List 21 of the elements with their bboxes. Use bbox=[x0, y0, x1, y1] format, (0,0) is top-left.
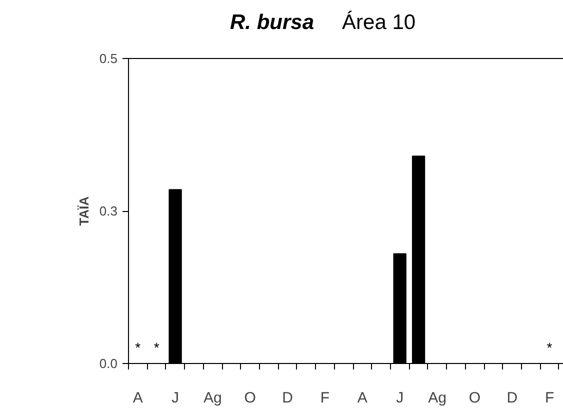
y-tick-label: 0.3 bbox=[99, 204, 118, 218]
x-tick-label: J bbox=[396, 390, 404, 406]
x-tick-label: D bbox=[282, 390, 294, 406]
chart-subtitle: Área 10 bbox=[342, 11, 416, 34]
x-tick-label: A bbox=[357, 390, 368, 406]
x-tick-label: Ag bbox=[428, 390, 446, 406]
data-label: * bbox=[135, 340, 142, 356]
x-tick-label: F bbox=[320, 390, 330, 406]
chart-title: R. bursa bbox=[230, 11, 314, 34]
x-tick-label: O bbox=[244, 390, 256, 406]
x-tick-label: O bbox=[468, 390, 481, 406]
x-tick-label: A bbox=[132, 390, 143, 406]
x-tick-label: D bbox=[506, 390, 518, 406]
y-axis-title: TAÏA bbox=[76, 196, 92, 226]
x-tick-label: Ag bbox=[204, 390, 222, 406]
x-tick-label: F bbox=[544, 390, 554, 406]
x-tick-label: J bbox=[172, 390, 180, 406]
data-label: * bbox=[546, 340, 553, 356]
y-tick-label: 0.5 bbox=[99, 51, 118, 66]
y-tick-label: 0.0 bbox=[99, 356, 118, 371]
data-label: * bbox=[154, 340, 160, 356]
